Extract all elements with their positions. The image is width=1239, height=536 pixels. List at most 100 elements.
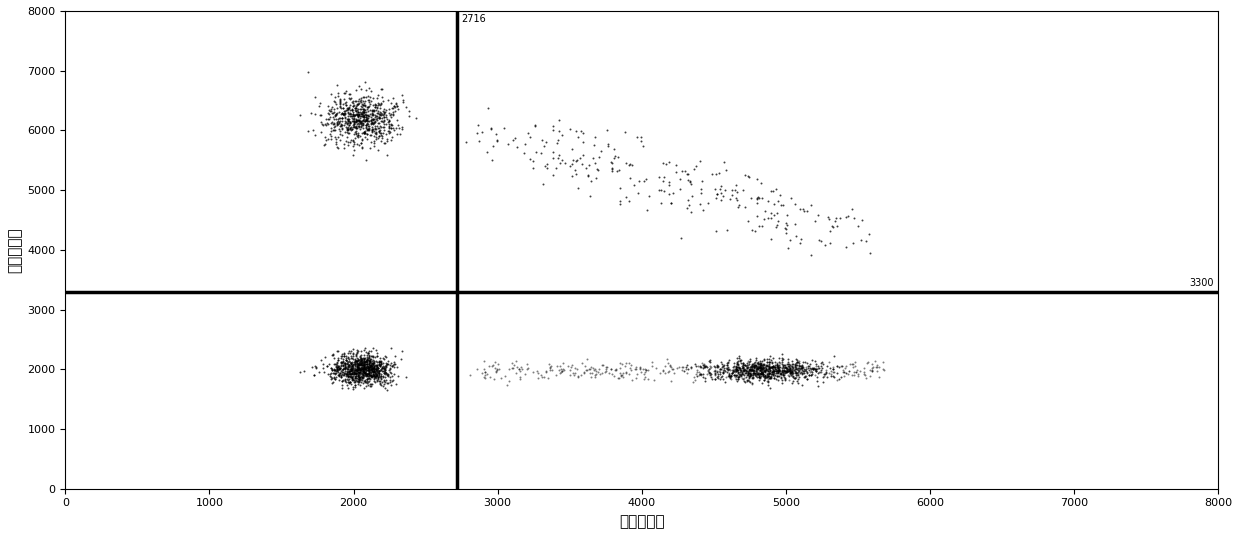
- Point: [824, 373, 844, 382]
- Point: [353, 357, 373, 366]
- Point: [341, 359, 361, 367]
- Point: [338, 108, 358, 116]
- Point: [335, 110, 354, 119]
- Point: [351, 118, 370, 126]
- Point: [755, 363, 774, 371]
- Point: [367, 367, 387, 375]
- Point: [587, 165, 607, 173]
- Point: [338, 116, 358, 125]
- Point: [352, 110, 372, 118]
- Point: [339, 118, 359, 127]
- Point: [771, 374, 790, 382]
- Point: [344, 130, 364, 138]
- Point: [336, 370, 356, 378]
- Point: [639, 192, 659, 200]
- Point: [694, 361, 714, 369]
- Point: [346, 129, 366, 137]
- Point: [342, 362, 362, 371]
- Point: [344, 369, 364, 377]
- Point: [353, 108, 373, 116]
- Point: [751, 362, 771, 371]
- Point: [747, 358, 767, 367]
- Point: [374, 366, 394, 375]
- Point: [549, 127, 569, 136]
- Point: [338, 138, 358, 146]
- Point: [354, 128, 374, 137]
- Point: [338, 115, 358, 124]
- Point: [362, 96, 382, 105]
- Point: [347, 124, 367, 132]
- Point: [358, 356, 378, 364]
- Point: [746, 360, 766, 369]
- Point: [352, 135, 372, 143]
- Point: [836, 213, 856, 221]
- Point: [779, 372, 799, 381]
- Point: [764, 363, 784, 371]
- Point: [602, 369, 622, 378]
- Point: [335, 99, 354, 107]
- Point: [321, 107, 341, 116]
- Point: [335, 352, 354, 361]
- Point: [721, 372, 741, 381]
- Point: [543, 126, 563, 135]
- Point: [764, 366, 784, 375]
- Point: [771, 370, 790, 378]
- Point: [351, 122, 370, 130]
- Point: [727, 366, 747, 374]
- Point: [337, 115, 357, 124]
- Point: [351, 375, 370, 384]
- Point: [316, 353, 336, 362]
- Point: [784, 369, 804, 378]
- Point: [753, 371, 773, 380]
- Point: [373, 132, 393, 140]
- Point: [368, 133, 388, 142]
- Point: [347, 357, 367, 366]
- Point: [771, 190, 790, 199]
- Point: [866, 363, 886, 371]
- Point: [377, 369, 396, 377]
- Point: [375, 130, 395, 138]
- Point: [670, 175, 690, 184]
- Point: [357, 125, 377, 134]
- Point: [341, 126, 361, 135]
- Point: [726, 372, 746, 381]
- Point: [698, 198, 717, 207]
- Point: [351, 353, 370, 362]
- Point: [348, 110, 368, 119]
- Point: [659, 367, 679, 375]
- Point: [634, 374, 654, 383]
- Point: [757, 373, 777, 382]
- Point: [367, 377, 387, 385]
- Point: [768, 371, 788, 380]
- Point: [767, 359, 787, 367]
- Point: [348, 108, 368, 117]
- Point: [328, 355, 348, 364]
- Point: [787, 358, 807, 367]
- Point: [349, 94, 369, 103]
- Point: [761, 374, 781, 383]
- Point: [325, 366, 344, 375]
- Point: [338, 141, 358, 150]
- Point: [756, 364, 776, 373]
- Point: [359, 364, 379, 373]
- Point: [736, 367, 756, 375]
- Point: [357, 371, 377, 380]
- Point: [359, 367, 379, 375]
- Point: [807, 373, 826, 382]
- Point: [359, 367, 379, 376]
- Point: [311, 110, 331, 119]
- Point: [359, 84, 379, 92]
- Point: [332, 358, 352, 367]
- Point: [335, 360, 354, 369]
- Point: [385, 360, 405, 368]
- Point: [558, 362, 577, 370]
- Point: [710, 375, 730, 383]
- Point: [805, 366, 825, 374]
- Point: [799, 371, 819, 379]
- Point: [344, 111, 364, 120]
- Point: [783, 360, 803, 368]
- Point: [781, 236, 800, 244]
- Point: [748, 370, 768, 378]
- Point: [362, 127, 382, 136]
- Point: [356, 368, 375, 377]
